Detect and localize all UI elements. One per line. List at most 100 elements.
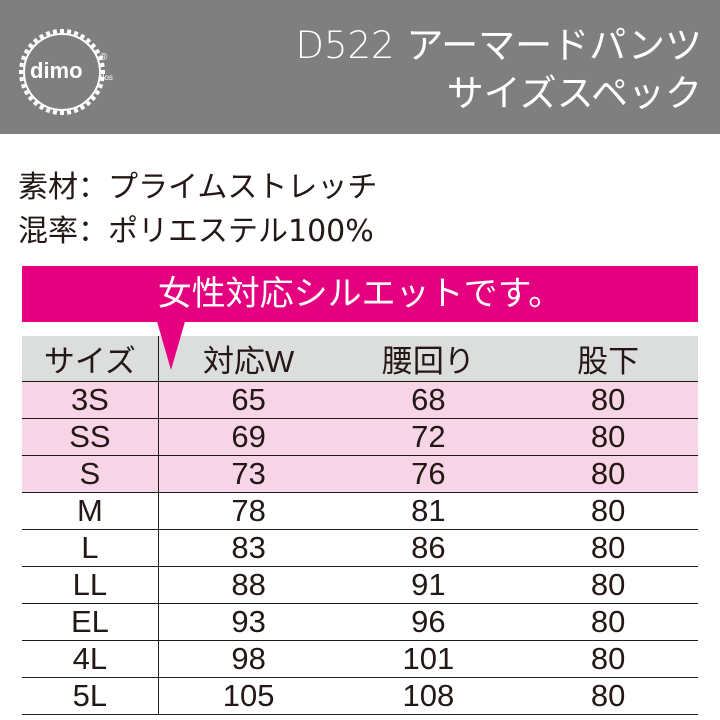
gear-tooth bbox=[85, 37, 92, 44]
gear-tooth bbox=[27, 42, 34, 49]
cell-inseam: 80 bbox=[518, 640, 698, 678]
cell-size: 3S bbox=[22, 381, 159, 419]
table-row: S 73 76 80 bbox=[22, 455, 698, 493]
cell-inseam: 80 bbox=[518, 529, 698, 567]
table-row: L 83 86 80 bbox=[22, 529, 698, 567]
cell-waist: 88 bbox=[158, 566, 339, 604]
silhouette-banner: 女性対応シルエットです。 bbox=[22, 266, 698, 322]
cell-waist: 83 bbox=[158, 529, 339, 567]
banner-pointer-icon bbox=[156, 318, 186, 370]
gear-tooth bbox=[32, 37, 39, 44]
cell-inseam: 80 bbox=[518, 603, 698, 641]
cell-inseam: 80 bbox=[518, 455, 698, 493]
gear-tooth bbox=[32, 100, 39, 107]
cell-hip: 68 bbox=[338, 381, 519, 419]
gear-tooth bbox=[52, 29, 58, 34]
gear-tooth bbox=[38, 104, 45, 111]
cell-hip: 108 bbox=[338, 677, 519, 715]
logo-text: dimo bbox=[30, 58, 83, 83]
gear-tooth bbox=[100, 76, 105, 82]
gear-tooth bbox=[38, 33, 45, 40]
gear-tooth bbox=[90, 42, 97, 49]
gear-tooth bbox=[23, 48, 30, 55]
cell-hip: 81 bbox=[338, 492, 519, 530]
table-row: M 78 81 80 bbox=[22, 492, 698, 530]
gear-tooth bbox=[20, 55, 27, 61]
gear-tooth bbox=[85, 100, 92, 107]
cell-hip: 76 bbox=[338, 455, 519, 493]
header-waist: 対応W bbox=[158, 336, 339, 382]
gear-tooth bbox=[90, 95, 97, 102]
gear-tooth bbox=[19, 62, 24, 68]
page-title: D522 アーマードパンツ サイズスペック bbox=[295, 22, 702, 118]
title-line-2: サイズスペック bbox=[446, 72, 702, 115]
header-inseam: 股下 bbox=[518, 336, 698, 382]
gear-tooth bbox=[45, 30, 51, 37]
dimo-logo: dimo ® dos bbox=[14, 26, 126, 118]
cell-hip: 91 bbox=[338, 566, 519, 604]
gear-tooth bbox=[60, 111, 64, 115]
material-line: 素材：プライムストレッチ bbox=[18, 170, 378, 205]
gear-tooth bbox=[73, 107, 79, 114]
cell-size: 4L bbox=[22, 640, 159, 678]
header-hip: 腰回り bbox=[338, 336, 519, 382]
gear-tooth bbox=[97, 55, 104, 61]
cell-hip: 101 bbox=[338, 640, 519, 678]
table-row: LL 88 91 80 bbox=[22, 566, 698, 604]
cell-size: L bbox=[22, 529, 159, 567]
gear-tooth bbox=[66, 29, 72, 34]
table-row: 4L 98 101 80 bbox=[22, 640, 698, 678]
gear-tooth bbox=[79, 33, 86, 40]
gear-tooth bbox=[60, 29, 64, 33]
gear-tooth bbox=[19, 76, 24, 82]
gear-tooth bbox=[27, 95, 34, 102]
gear-tooth bbox=[20, 83, 27, 89]
gear-tooth bbox=[66, 110, 72, 115]
size-table: サイズ 対応W 腰回り 股下 3S 65 68 80 SS 69 72 80 S 73 76 80 M 7… bbox=[22, 336, 698, 715]
gear-tooth bbox=[73, 30, 79, 37]
cell-size: EL bbox=[22, 603, 159, 641]
header-size: サイズ bbox=[22, 336, 159, 382]
gear-tooth bbox=[19, 70, 23, 74]
gear-tooth bbox=[97, 83, 104, 89]
cell-waist: 98 bbox=[158, 640, 339, 678]
table-row: EL 93 96 80 bbox=[22, 603, 698, 641]
banner-text: 女性対応シルエットです。 bbox=[157, 274, 563, 314]
gear-tooth bbox=[101, 70, 105, 74]
title-line-1: D522 アーマードパンツ bbox=[295, 24, 702, 67]
material-specs: 素材：プライムストレッチ 混率：ポリエステル100% bbox=[18, 166, 377, 254]
gear-tooth bbox=[52, 110, 58, 115]
cell-waist: 73 bbox=[158, 455, 339, 493]
table-row: 3S 65 68 80 bbox=[22, 381, 698, 419]
gear-tooth bbox=[100, 62, 105, 68]
gear-tooth bbox=[94, 89, 101, 96]
cell-inseam: 80 bbox=[518, 566, 698, 604]
table-row: SS 69 72 80 bbox=[22, 418, 698, 456]
cell-waist: 65 bbox=[158, 381, 339, 419]
logo-registered: ® bbox=[100, 52, 108, 63]
cell-waist: 93 bbox=[158, 603, 339, 641]
cell-waist: 78 bbox=[158, 492, 339, 530]
cell-inseam: 80 bbox=[518, 418, 698, 456]
gear-logo-icon: dimo ® dos bbox=[19, 29, 113, 115]
table-header-row: サイズ 対応W 腰回り 股下 bbox=[22, 336, 698, 382]
gear-tooth bbox=[23, 89, 30, 96]
cell-size: 5L bbox=[22, 677, 159, 715]
cell-size: LL bbox=[22, 566, 159, 604]
cell-hip: 86 bbox=[338, 529, 519, 567]
blend-line: 混率：ポリエステル100% bbox=[18, 214, 374, 249]
header-bar: dimo ® dos D522 アーマードパンツ サイズスペック bbox=[0, 0, 720, 134]
cell-hip: 96 bbox=[338, 603, 519, 641]
gear-tooth bbox=[94, 48, 101, 55]
cell-inseam: 80 bbox=[518, 677, 698, 715]
cell-hip: 72 bbox=[338, 418, 519, 456]
table-row: 5L 105 108 80 bbox=[22, 677, 698, 715]
cell-inseam: 80 bbox=[518, 492, 698, 530]
cell-inseam: 80 bbox=[518, 381, 698, 419]
logo-sub: dos bbox=[100, 73, 113, 82]
cell-size: M bbox=[22, 492, 159, 530]
cell-size: S bbox=[22, 455, 159, 493]
cell-waist: 105 bbox=[158, 677, 339, 715]
gear-tooth bbox=[45, 107, 51, 114]
cell-waist: 69 bbox=[158, 418, 339, 456]
